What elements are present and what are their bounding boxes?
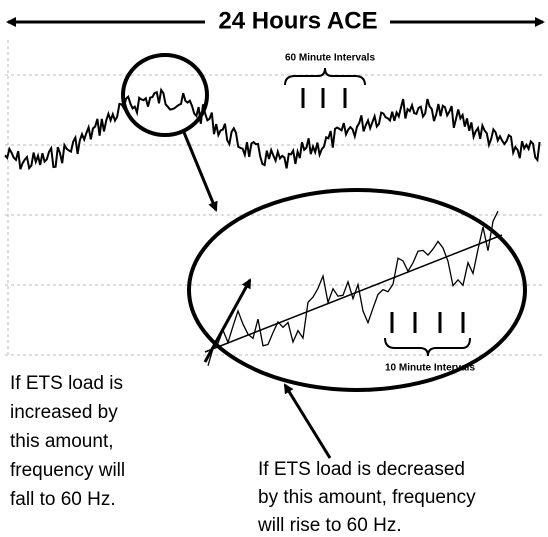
grid bbox=[5, 40, 545, 356]
arrow bbox=[203, 278, 252, 363]
annotation-line: fall to 60 Hz. bbox=[10, 489, 116, 510]
annotation-line: will rise to 60 Hz. bbox=[257, 515, 402, 536]
interval-ticks bbox=[390, 312, 465, 333]
annotation-left: If ETS load is increased by this amount, fr… bbox=[10, 373, 125, 510]
ace-wave bbox=[4, 87, 541, 171]
bracket bbox=[384, 337, 471, 357]
annotation-line: by this amount, frequency bbox=[258, 487, 476, 508]
trend-line bbox=[204, 234, 503, 353]
interval-label: 60 Minute Intervals bbox=[285, 53, 375, 64]
zoom-wave bbox=[207, 210, 499, 366]
interval-label: 10 Minute Intervals bbox=[385, 363, 475, 374]
arrow bbox=[181, 129, 218, 212]
zoom-ellipse bbox=[187, 188, 527, 392]
arrow bbox=[283, 383, 332, 459]
interval-ticks bbox=[301, 88, 347, 108]
bracket bbox=[284, 67, 366, 86]
annotation-line: increased by bbox=[10, 402, 118, 423]
annotation-line: If ETS load is decreased bbox=[258, 459, 465, 480]
annotation-line: this amount, bbox=[10, 431, 114, 452]
annotation-line: frequency will bbox=[10, 460, 125, 481]
annotation-right: If ETS load is decreased by this amount, … bbox=[257, 459, 476, 536]
title: 24 Hours ACE bbox=[218, 7, 377, 34]
annotation-line: If ETS load is bbox=[10, 373, 123, 394]
zoom-circle bbox=[121, 53, 209, 137]
